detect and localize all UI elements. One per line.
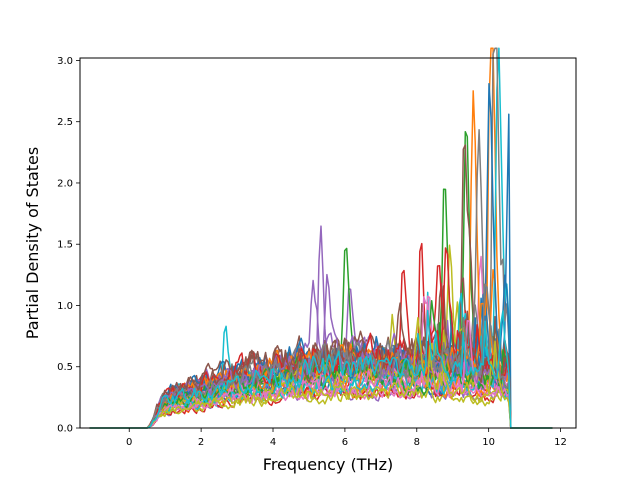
x-tick-label: 10 [482, 437, 495, 448]
pdos-series-line [89, 302, 553, 429]
x-axis: 0 2 4 6 8 10 12 [126, 428, 567, 448]
x-tick-label: 6 [342, 437, 348, 448]
x-tick-label: 12 [554, 437, 567, 448]
pdos-series-line [89, 283, 553, 429]
x-tick-label: 8 [414, 437, 420, 448]
y-tick-label: 3.0 [57, 56, 73, 67]
x-axis-label: Frequency (THz) [263, 455, 393, 474]
y-tick-label: 1.5 [57, 240, 73, 251]
y-tick-label: 2.0 [57, 178, 73, 189]
pdos-series-line [89, 317, 553, 429]
y-axis-label: Partial Density of States [23, 147, 42, 339]
y-axis: 0.0 0.5 1.0 1.5 2.0 2.5 3.0 [57, 56, 80, 435]
y-tick-label: 2.5 [57, 117, 73, 128]
pdos-series-line [89, 309, 553, 429]
x-tick-label: 0 [126, 437, 132, 448]
series-layer [89, 47, 553, 429]
x-tick-label: 4 [270, 437, 276, 448]
plot-frame [79, 57, 577, 429]
x-tick-label: 2 [198, 437, 204, 448]
y-tick-label: 0.5 [57, 362, 73, 373]
y-tick-label: 1.0 [57, 301, 73, 312]
y-tick-label: 0.0 [57, 424, 73, 435]
pdos-series-line [89, 320, 553, 429]
